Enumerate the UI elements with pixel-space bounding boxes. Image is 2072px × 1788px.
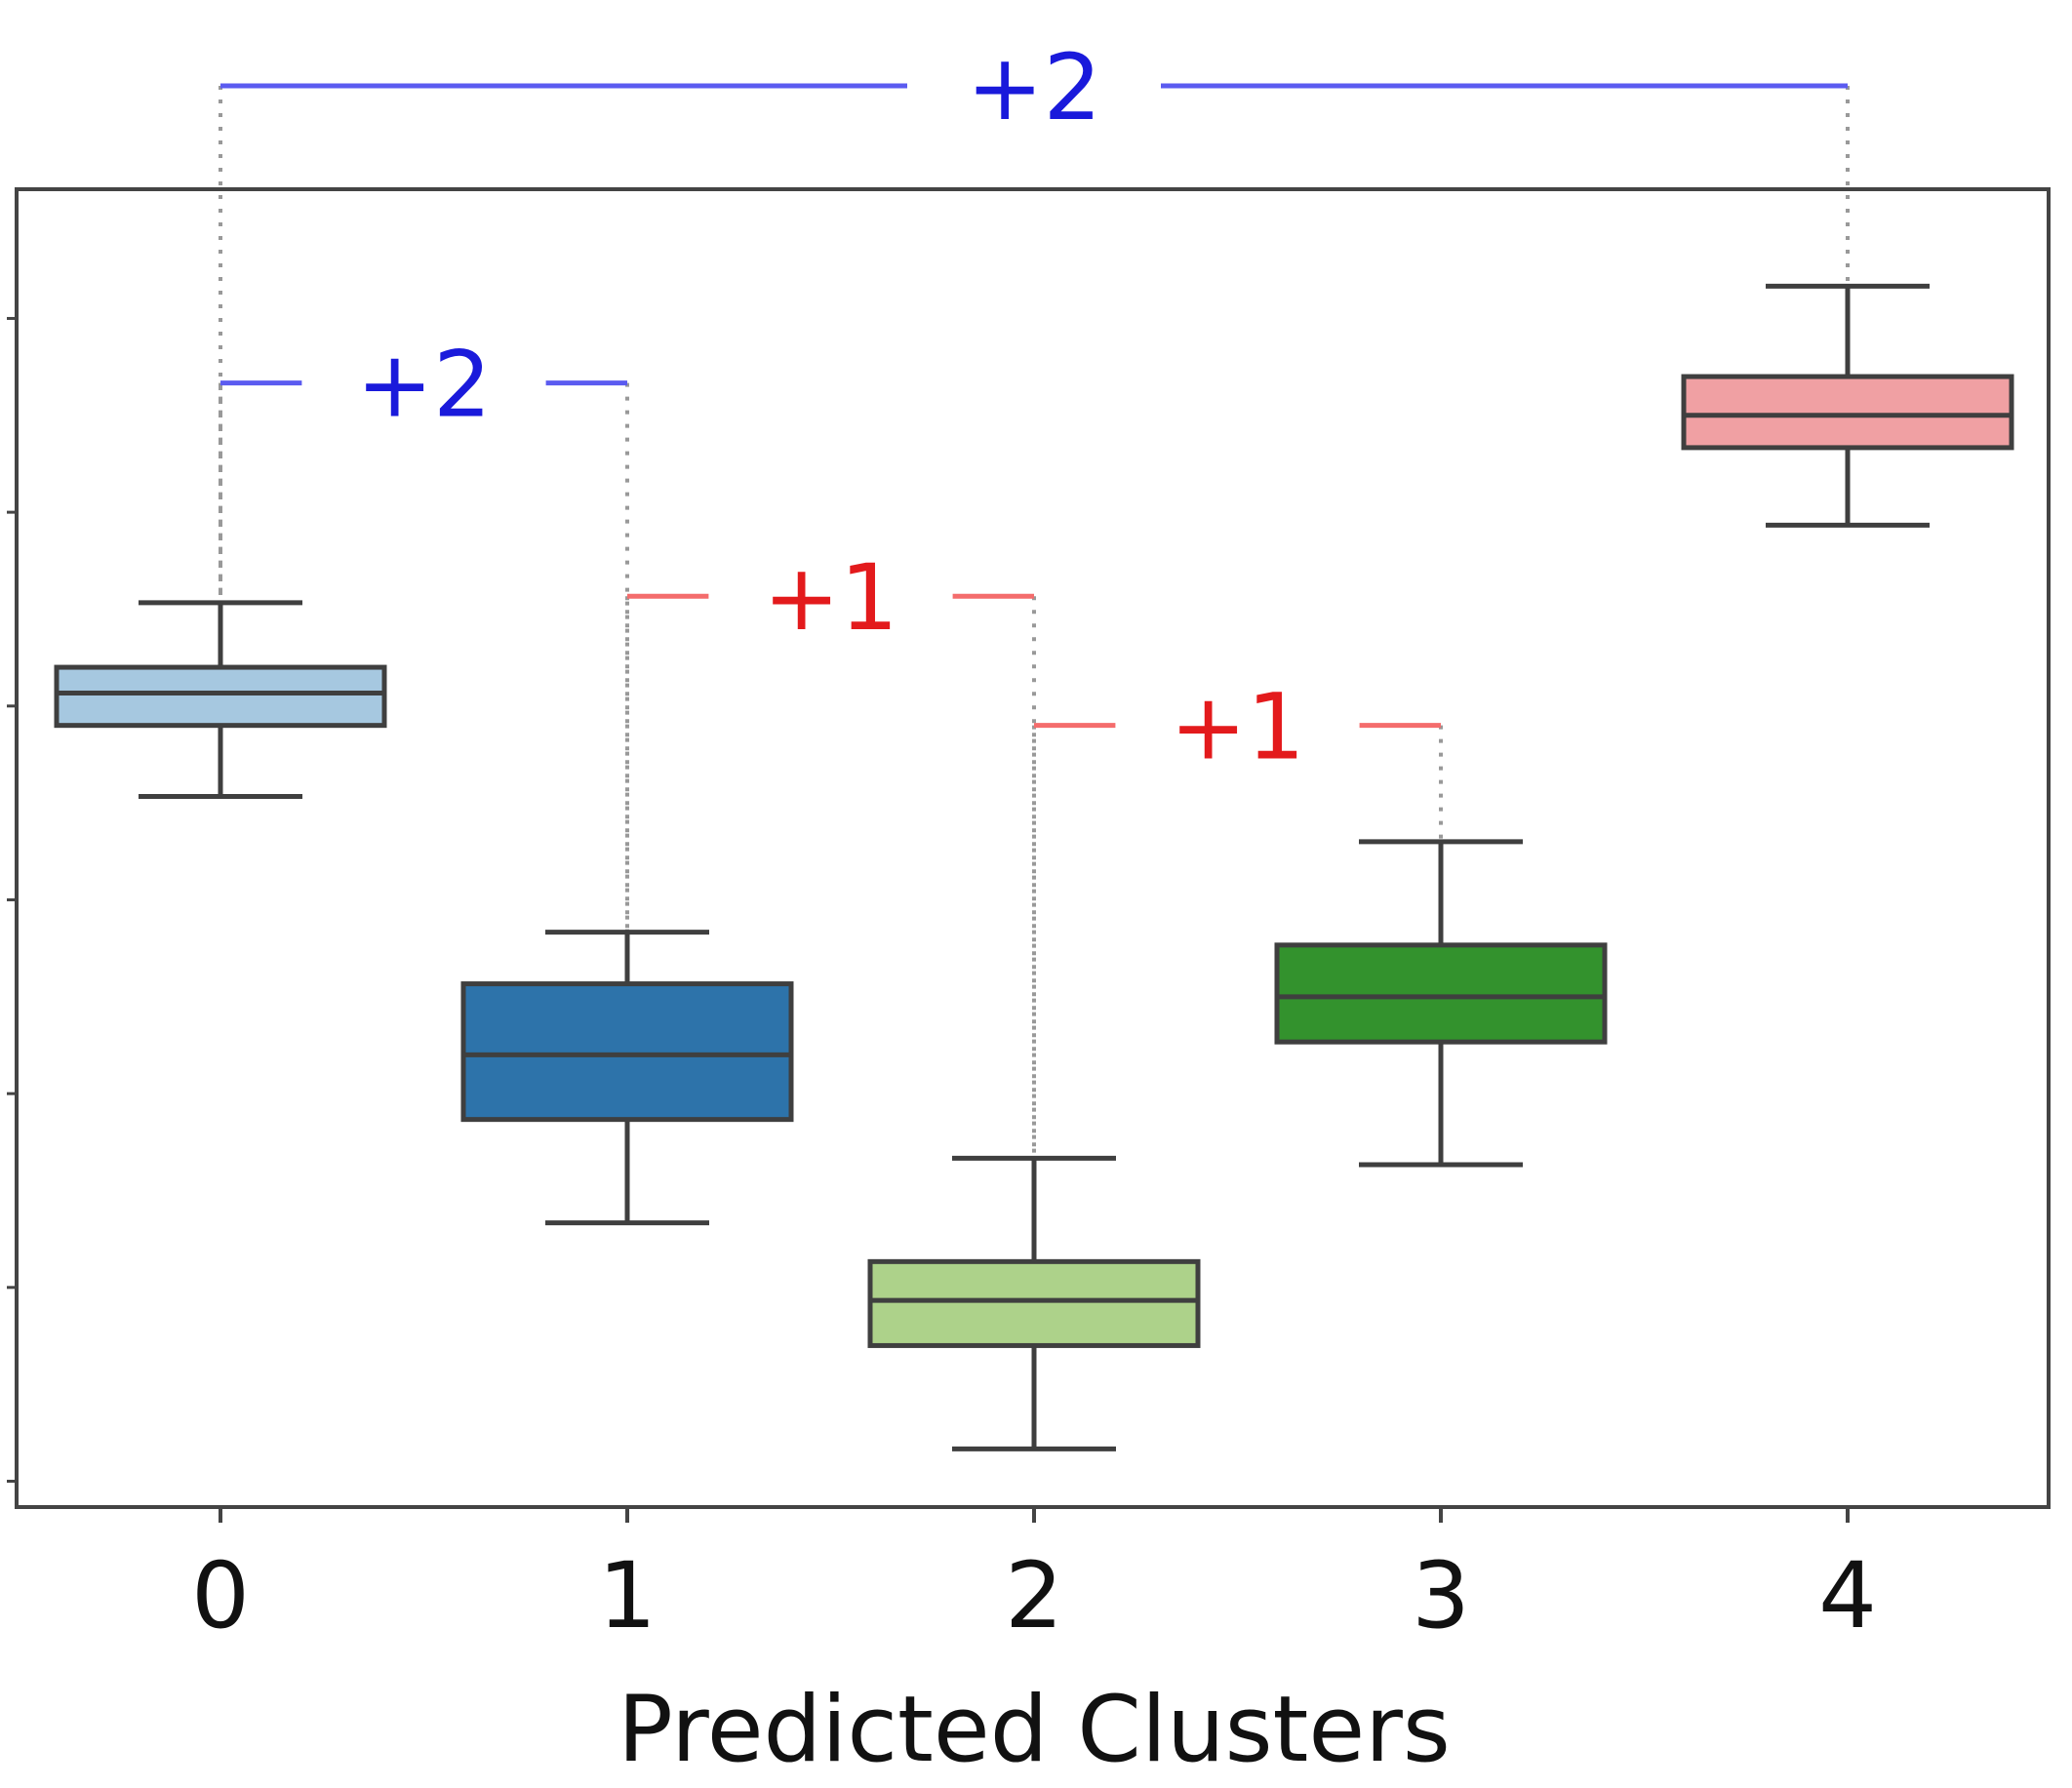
box-iqr (867, 1258, 1201, 1348)
box-cluster-0 (54, 600, 387, 800)
annotation-1: +1 (627, 545, 1034, 652)
box-iqr (1274, 942, 1608, 1045)
x-tick-label-4: 4 (1818, 1543, 1877, 1649)
annotations: +2 +1 +1 +2 (220, 35, 1848, 781)
x-tick-label-1: 1 (598, 1543, 657, 1649)
annotation-label: +1 (1170, 675, 1305, 781)
annotation-2: +1 (1034, 675, 1441, 781)
x-tick-label-3: 3 (1412, 1543, 1470, 1649)
x-tick-label-0: 0 (191, 1543, 250, 1649)
box-cluster-3 (1274, 839, 1608, 1168)
box-cluster-4 (1681, 283, 2014, 528)
boxes (54, 283, 2014, 1451)
annotation-3: +2 (220, 35, 1848, 141)
box-iqr (460, 981, 794, 1123)
box-iqr (54, 664, 387, 729)
annotation-label: +2 (967, 35, 1102, 141)
annotation-0: +2 (220, 333, 627, 439)
annotation-label: +1 (763, 545, 898, 652)
box-iqr (1681, 374, 2014, 451)
annotation-connectors (219, 86, 1850, 1159)
x-tick-label-2: 2 (1005, 1543, 1063, 1649)
x-axis-label: Predicted Clusters (618, 1677, 1451, 1783)
box-cluster-1 (460, 930, 794, 1226)
box-cluster-2 (867, 1155, 1201, 1451)
x-axis-ticks: 0 1 2 3 4 (191, 1507, 1877, 1649)
annotation-label: +2 (356, 333, 492, 439)
y-axis-ticks (7, 316, 17, 1484)
